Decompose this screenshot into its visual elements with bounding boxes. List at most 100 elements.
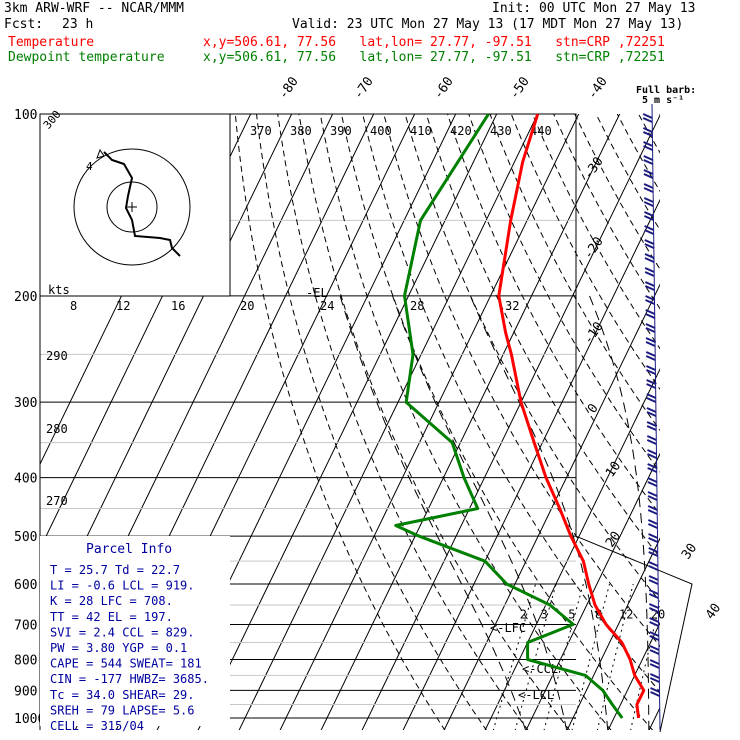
wind-barb — [647, 463, 658, 473]
valid-time: Valid: 23 UTC Mon 27 May 13 (17 MDT Mon … — [292, 17, 684, 32]
wind-barb — [643, 183, 654, 193]
forecast-label: Fcst: — [4, 17, 44, 32]
dry-adiabat-line — [468, 114, 660, 473]
theta-left-label: 280 — [46, 422, 68, 436]
dry-adiabat-line — [574, 114, 660, 271]
dry-adiabat-line — [298, 114, 571, 730]
dry-adiabat-line — [616, 114, 660, 193]
temperature-profile — [497, 114, 646, 719]
dry-adiabat-line — [383, 114, 660, 647]
wind-barb — [645, 295, 655, 305]
parcel-info-title: Parcel Info — [86, 542, 172, 557]
isotherm-line — [279, 114, 580, 730]
temperature-location: x,y=506.61, 77.56 lat,lon= 27.77, -97.51… — [203, 35, 665, 50]
model-title: 3km ARW-WRF -- NCAR/MMM — [4, 1, 185, 16]
wind-barb — [649, 645, 660, 655]
mixing-ratio-line — [514, 583, 557, 730]
theta-left-label: 270 — [46, 494, 68, 508]
dry-adiabat-line — [404, 114, 660, 603]
isotherm-line — [197, 114, 498, 730]
wind-barb — [644, 211, 654, 221]
wind-barb — [646, 393, 657, 403]
wind-barb — [647, 491, 658, 501]
isotherm-top-label: -40 — [585, 74, 611, 102]
level-marker-label: <-LFC — [490, 621, 526, 635]
isotherm-top-label: -70 — [351, 74, 377, 102]
theta-top-label: 430 — [490, 124, 512, 138]
theta-top-label: 380 — [290, 124, 312, 138]
wind-barb — [646, 407, 657, 417]
parcel-info-row: SREH = 79 LAPSE= 5.6 — [50, 703, 195, 717]
wind-barb — [647, 477, 658, 487]
isotherm-top-label: -60 — [431, 74, 457, 102]
moist-adiabat-line — [589, 295, 650, 730]
wind-barb — [645, 323, 656, 333]
hodograph-unit-label: kts — [48, 283, 70, 297]
parcel-info-box — [40, 536, 230, 726]
theta-top-label: 440 — [530, 124, 552, 138]
theta-left-label: 290 — [46, 349, 68, 363]
wind-barb — [644, 281, 655, 291]
isotherm-line — [566, 537, 660, 730]
dry-adiabat-line — [510, 114, 660, 391]
forecast-hour: 23 h — [62, 17, 94, 32]
isotherm-right-label: 40 — [703, 601, 724, 622]
wind-barb — [644, 239, 655, 249]
wind-barb — [646, 435, 657, 445]
moist-adiabat-line — [392, 295, 568, 730]
isotherm-right-label: -10 — [581, 319, 607, 347]
isotherm-right-label: -20 — [581, 234, 607, 262]
parcel-info-row: K = 28 LFC = 708. — [50, 594, 173, 608]
isotherm-line — [648, 706, 660, 730]
wind-barb — [647, 519, 658, 529]
parcel-info-row: CELL = 315/04 — [50, 719, 144, 733]
isotherm-line — [525, 452, 660, 730]
isotherm-top-label: -80 — [276, 74, 302, 102]
wind-barb — [645, 309, 656, 319]
wind-barb — [649, 617, 660, 627]
pressure-tick-label: 100 — [14, 108, 37, 123]
pressure-tick-label: 600 — [14, 578, 37, 593]
wind-barb — [649, 673, 660, 683]
hodograph-label: 4 — [86, 160, 93, 173]
mixing-ratio-line — [492, 583, 537, 730]
wind-barb — [643, 169, 654, 179]
pressure-tick-label: 900 — [14, 684, 37, 699]
mixing-ratio-label: 3 — [541, 607, 548, 621]
barb-legend-title: Full barb: — [636, 85, 697, 96]
parcel-info-row: SVI = 2.4 CCL = 829. — [50, 625, 195, 639]
level-marker-label: <-LCL — [518, 688, 554, 702]
mixing-ratio-label: 12 — [619, 607, 633, 621]
dry-adiabat-line — [425, 114, 660, 559]
isotherm-line — [484, 368, 660, 730]
parcel-info-row: TT = 42 EL = 197. — [50, 610, 173, 624]
wind-barb — [644, 267, 655, 277]
dry-adiabat-line — [277, 114, 529, 730]
dry-adiabat-line — [659, 114, 660, 116]
wind-barb — [645, 365, 656, 375]
wind-barb — [646, 421, 657, 431]
wind-barb — [642, 127, 653, 137]
isotherm-right-label: 10 — [603, 459, 624, 480]
hodograph-storm-marker — [127, 202, 137, 212]
theta-top-label: 390 — [330, 124, 352, 138]
mixing-ratio-line — [543, 583, 584, 730]
parcel-info-row: LI = -0.6 LCL = 919. — [50, 579, 195, 593]
isotherm-line — [690, 101, 740, 731]
wind-barb — [643, 141, 653, 151]
isotherm-top-label: -50 — [507, 74, 533, 102]
mixing-ratio-label: 2 — [520, 607, 527, 621]
wind-barb — [648, 533, 658, 543]
wind-barb — [644, 253, 655, 263]
dewpoint-profile — [394, 114, 624, 719]
wind-barb — [642, 113, 653, 123]
wind-barb — [648, 561, 659, 571]
isotherm-line — [607, 621, 660, 730]
isotherm-right-label: 0 — [585, 401, 602, 416]
wind-barb — [643, 197, 654, 207]
pressure-tick-label: 500 — [14, 530, 37, 545]
mixing-ratio-label: 5 — [568, 607, 575, 621]
hodograph-box — [39, 113, 231, 297]
hodograph-ring-label: 16 — [171, 299, 185, 313]
